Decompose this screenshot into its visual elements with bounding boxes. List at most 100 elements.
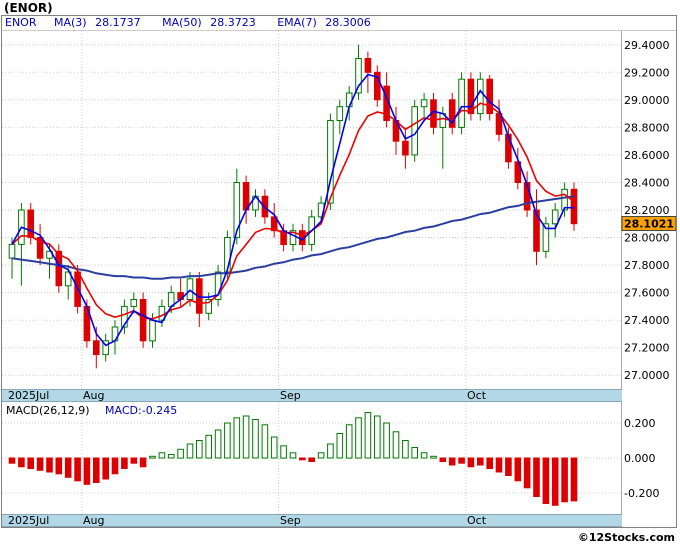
candle-body (102, 340, 110, 356)
macd-bar (111, 457, 119, 475)
macd-bar (167, 454, 175, 459)
price-tick-label: 27.2000 (624, 342, 670, 355)
macd-bar (289, 452, 297, 459)
macd-bar (467, 457, 475, 468)
legend-ema7-label: EMA(7) (277, 16, 317, 29)
macd-bar (299, 457, 306, 461)
macd-bar (177, 448, 184, 459)
ema7-line (11, 102, 575, 320)
macd-tick-label: 0.200 (624, 417, 656, 430)
copyright-link[interactable]: ©12Stocks.com (577, 531, 675, 544)
candle-body (477, 78, 484, 115)
price-tick-label: 27.0000 (624, 369, 670, 382)
legend-ma3-value: 28.1737 (95, 16, 141, 29)
macd-bar (27, 457, 34, 469)
macd-bar (477, 457, 484, 466)
price-chart: 29.4000 29.2000 29.0000 28.8000 28.6000 28.40… (2, 31, 676, 389)
macd-bar (8, 457, 16, 464)
macd-bar (55, 457, 63, 475)
price-tick-label: 28.8000 (624, 121, 670, 134)
date-axis-macd: 2025Jul Aug Sep Oct (2, 514, 622, 527)
macd-bar (570, 457, 578, 502)
price-tick-label: 29.4000 (624, 39, 670, 52)
month-label: Sep (280, 389, 301, 402)
macd-bar (242, 415, 250, 459)
price-tick-label: 27.4000 (624, 314, 670, 327)
macd-tick-label: -0.200 (624, 487, 659, 500)
macd-bar (46, 457, 53, 473)
macd-value-label: MACD:-0.245 (105, 404, 178, 417)
page-title: (ENOR) (4, 1, 53, 15)
macd-bar (448, 457, 456, 466)
price-tick-label: 28.4000 (624, 177, 670, 190)
macd-bar (486, 457, 493, 469)
macd-bar (364, 412, 372, 459)
candle-body (542, 223, 550, 252)
ma3-line (11, 73, 574, 347)
indicator-legend: ENOR MA(3) 28.1737 MA(50) 28.3723 EMA(7)… (2, 16, 676, 31)
macd-bar (345, 424, 353, 459)
candle-body (327, 120, 334, 204)
candle-body (336, 106, 344, 121)
candle-body (186, 278, 194, 301)
macd-bar (280, 445, 287, 459)
macd-bar (121, 457, 128, 469)
macd-bar (102, 457, 110, 480)
macd-bar (196, 440, 203, 459)
last-price-badge (621, 216, 676, 231)
price-tick-label: 28.0000 (624, 232, 670, 245)
month-label: Oct (467, 389, 487, 402)
macd-bar (18, 457, 25, 468)
candle-body (402, 140, 409, 156)
macd-bar (402, 440, 409, 459)
ma50-line (11, 195, 575, 280)
macd-bar (355, 417, 362, 459)
macd-bar (505, 457, 512, 476)
macd-legend: MACD(26,12,9) MACD:-0.245 (6, 404, 177, 417)
candle-body (533, 209, 540, 252)
macd-bar (186, 443, 194, 459)
macd-bar (252, 419, 259, 459)
candle-body (205, 299, 212, 314)
price-tick-label: 28.2000 (624, 204, 670, 217)
last-price-badge-text: 28.1021 (624, 218, 674, 231)
month-label: Aug (83, 389, 105, 402)
macd-tick-label: 0.000 (624, 452, 656, 465)
candle-body (467, 78, 475, 115)
candle-body (345, 92, 353, 108)
macd-bar (139, 457, 147, 468)
macd-bar (551, 457, 559, 506)
candle-body (55, 250, 63, 287)
macd-bar (542, 457, 550, 504)
candle-body (551, 209, 559, 225)
macd-bar (233, 417, 241, 459)
candle-body (27, 209, 34, 238)
date-axis-main: 2025Jul Aug Sep Oct (2, 389, 622, 402)
price-tick-label: 29.0000 (624, 94, 670, 107)
macd-bar (93, 457, 100, 483)
month-label: Aug (83, 514, 105, 527)
candle-body (561, 188, 568, 211)
macd-chart: 0.200 0.000 -0.200 (2, 402, 659, 514)
candle-body (64, 271, 72, 287)
macd-bar (420, 452, 428, 459)
macd-bar (261, 424, 269, 459)
candle-body (36, 237, 44, 259)
macd-bar (149, 455, 156, 459)
candle-body (458, 78, 465, 128)
candle-body (486, 78, 493, 115)
macd-bar (130, 457, 138, 464)
candle-body (289, 230, 297, 245)
macd-bar (561, 457, 568, 503)
candle-body (270, 216, 278, 232)
candle-body (374, 71, 381, 101)
candle-body (233, 182, 241, 239)
macd-bar (308, 457, 315, 462)
macd-bar (83, 457, 91, 485)
legend-symbol: ENOR (5, 16, 37, 29)
macd-bar (327, 443, 334, 459)
macd-bar (392, 431, 400, 459)
macd-bar (336, 433, 344, 459)
macd-bar (430, 455, 437, 459)
